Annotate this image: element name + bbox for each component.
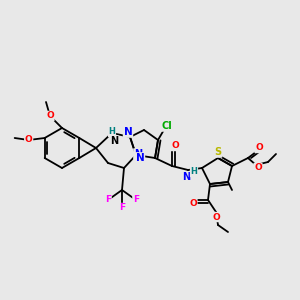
Text: O: O bbox=[254, 164, 262, 172]
Text: N: N bbox=[182, 172, 190, 182]
Text: N: N bbox=[134, 149, 142, 159]
Text: Cl: Cl bbox=[162, 121, 172, 131]
Text: O: O bbox=[171, 142, 179, 151]
Text: O: O bbox=[46, 112, 54, 121]
Text: O: O bbox=[255, 143, 263, 152]
Text: F: F bbox=[133, 196, 139, 205]
Text: N: N bbox=[110, 136, 118, 146]
Text: F: F bbox=[119, 203, 125, 212]
Text: N: N bbox=[124, 127, 132, 137]
Text: F: F bbox=[105, 196, 111, 205]
Text: O: O bbox=[212, 212, 220, 221]
Text: H: H bbox=[109, 128, 116, 136]
Text: O: O bbox=[189, 199, 197, 208]
Text: S: S bbox=[214, 147, 222, 157]
Text: H: H bbox=[190, 167, 197, 176]
Text: O: O bbox=[25, 136, 33, 145]
Text: N: N bbox=[136, 153, 144, 163]
